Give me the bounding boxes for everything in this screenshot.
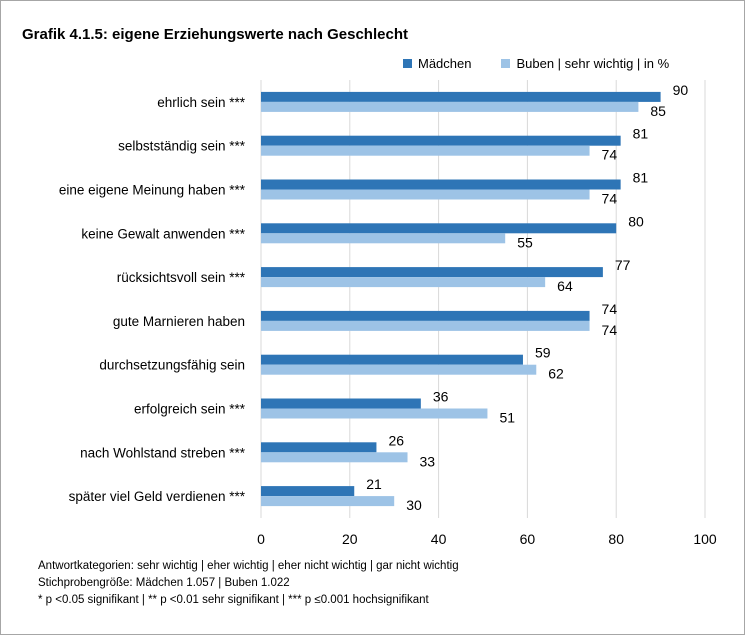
- bar-maedchen: [261, 223, 617, 234]
- data-label-buben: 51: [499, 410, 515, 426]
- bar-buben: [261, 101, 639, 112]
- bar-maedchen: [261, 179, 621, 190]
- category-label: durchsetzungsfähig sein: [99, 358, 245, 373]
- category-label: rücksichtsvoll sein ***: [117, 270, 246, 285]
- bar-buben: [261, 320, 590, 331]
- x-tick-label-40: 40: [431, 531, 447, 547]
- data-label-buben: 74: [602, 191, 618, 207]
- bar-maedchen: [261, 310, 590, 321]
- legend-label-buben: Buben | sehr wichtig | in %: [516, 56, 670, 71]
- bar-maedchen: [261, 267, 603, 278]
- legend-item-maedchen: Mädchen: [403, 56, 471, 71]
- category-label: später viel Geld verdienen ***: [69, 489, 246, 504]
- data-label-buben: 64: [557, 278, 573, 294]
- data-label-buben: 33: [420, 453, 436, 469]
- x-tick-label-0: 0: [257, 531, 265, 547]
- category-label: keine Gewalt anwenden ***: [81, 226, 245, 241]
- bar-buben: [261, 233, 506, 244]
- data-label-buben: 55: [517, 234, 533, 250]
- data-label-maedchen: 77: [615, 257, 631, 273]
- footnote-answer-categories: Antwortkategorien: sehr wichtig | eher w…: [38, 560, 459, 572]
- data-label-maedchen: 80: [628, 213, 644, 229]
- bar-buben: [261, 189, 590, 200]
- data-label-buben: 62: [548, 366, 564, 382]
- category-label: nach Wohlstand streben ***: [80, 445, 246, 460]
- data-label-maedchen: 81: [633, 126, 649, 142]
- data-label-maedchen: 59: [535, 345, 551, 361]
- footnote-sample-size: Stichprobengröße: Mädchen 1.057 | Buben …: [38, 577, 290, 589]
- bar-buben: [261, 496, 395, 507]
- data-label-buben: 30: [406, 497, 422, 513]
- bar-maedchen: [261, 398, 421, 409]
- data-label-buben: 85: [650, 103, 666, 119]
- data-label-maedchen: 74: [602, 301, 618, 317]
- bar-buben: [261, 408, 488, 419]
- data-label-buben: 74: [602, 322, 618, 338]
- x-tick-label-80: 80: [608, 531, 624, 547]
- category-label: erfolgreich sein ***: [134, 402, 246, 417]
- data-label-maedchen: 21: [366, 476, 382, 492]
- bar-maedchen: [261, 354, 523, 365]
- data-label-buben: 74: [602, 147, 618, 163]
- bar-buben: [261, 145, 590, 156]
- bar-buben: [261, 452, 408, 463]
- data-label-maedchen: 36: [433, 389, 449, 405]
- bar-maedchen: [261, 486, 355, 497]
- category-label: gute Marnieren haben: [113, 314, 245, 329]
- footnote-significance: * p <0.05 signifikant | ** p <0.01 sehr …: [38, 594, 429, 606]
- chart-title: Grafik 4.1.5: eigene Erziehungswerte nac…: [22, 26, 408, 43]
- bar-maedchen: [261, 442, 377, 453]
- legend-label-maedchen: Mädchen: [418, 56, 472, 71]
- data-label-maedchen: 26: [388, 432, 404, 448]
- bar-maedchen: [261, 135, 621, 146]
- category-label: ehrlich sein ***: [157, 95, 246, 110]
- bar-maedchen: [261, 91, 661, 102]
- data-label-maedchen: 90: [673, 82, 689, 98]
- legend-swatch-buben: [501, 59, 511, 68]
- category-label: selbstständig sein ***: [118, 139, 246, 154]
- category-label: eine eigene Meinung haben ***: [59, 183, 246, 198]
- data-label-maedchen: 81: [633, 170, 649, 186]
- x-tick-label-60: 60: [520, 531, 536, 547]
- bar-buben: [261, 277, 546, 288]
- legend-item-buben: Buben | sehr wichtig | in %: [501, 56, 669, 71]
- x-tick-label-20: 20: [342, 531, 358, 547]
- footnotes: Antwortkategorien: sehr wichtig | eher w…: [38, 558, 459, 609]
- legend: Mädchen Buben | sehr wichtig | in %: [403, 56, 669, 71]
- legend-swatch-maedchen: [403, 59, 412, 68]
- bar-buben: [261, 364, 537, 375]
- x-tick-label-100: 100: [693, 531, 717, 547]
